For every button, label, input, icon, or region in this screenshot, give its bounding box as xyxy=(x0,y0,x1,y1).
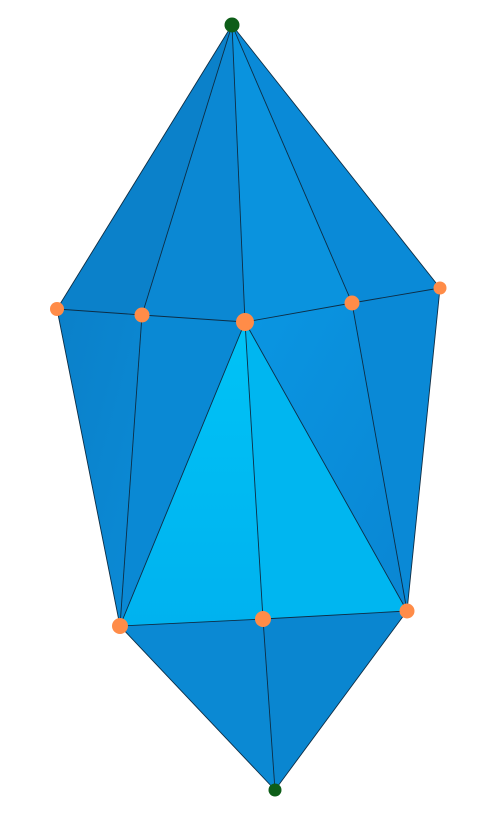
orange-vertex xyxy=(112,618,128,634)
face-upper-center xyxy=(232,25,352,322)
face-upper-right xyxy=(232,25,440,303)
edge xyxy=(141,24,233,316)
edge xyxy=(119,618,264,627)
face-band-left-inner xyxy=(120,315,245,626)
edge xyxy=(351,287,441,304)
face-lower-left xyxy=(120,619,275,790)
face-band-right-outer xyxy=(352,288,440,611)
edge xyxy=(262,618,276,791)
face-front-left xyxy=(120,322,263,626)
edge xyxy=(56,308,121,627)
edge xyxy=(231,24,441,289)
edges-group xyxy=(56,24,441,791)
edge xyxy=(262,610,408,620)
orange-vertex xyxy=(344,295,360,311)
edge xyxy=(231,24,246,323)
edge xyxy=(244,321,264,620)
edge xyxy=(351,302,408,612)
orange-vertex xyxy=(399,603,415,619)
face-front-right xyxy=(245,322,407,619)
edge xyxy=(406,287,441,612)
edge xyxy=(119,314,143,627)
edge xyxy=(244,321,408,612)
orange-vertex xyxy=(236,313,254,331)
face-band-left-outer xyxy=(57,309,142,626)
face-lower-right xyxy=(263,611,407,790)
faces-group xyxy=(57,25,440,790)
edge xyxy=(141,314,246,323)
orange-vertex xyxy=(255,611,271,627)
edge xyxy=(56,308,143,316)
vertices-group xyxy=(50,17,447,797)
face-upper-left-mid xyxy=(142,25,245,322)
edge xyxy=(56,24,233,310)
apex-vertex-bottom xyxy=(268,783,282,797)
edge xyxy=(119,321,246,627)
edge xyxy=(244,302,353,323)
face-band-right-inner xyxy=(245,303,407,611)
orange-vertex xyxy=(50,302,64,316)
edge xyxy=(231,24,353,304)
apex-vertex-top xyxy=(224,17,240,33)
face-upper-left xyxy=(57,25,232,315)
edge xyxy=(274,610,408,791)
edge xyxy=(119,625,276,791)
orange-vertex xyxy=(433,281,447,295)
orange-vertex xyxy=(134,307,150,323)
